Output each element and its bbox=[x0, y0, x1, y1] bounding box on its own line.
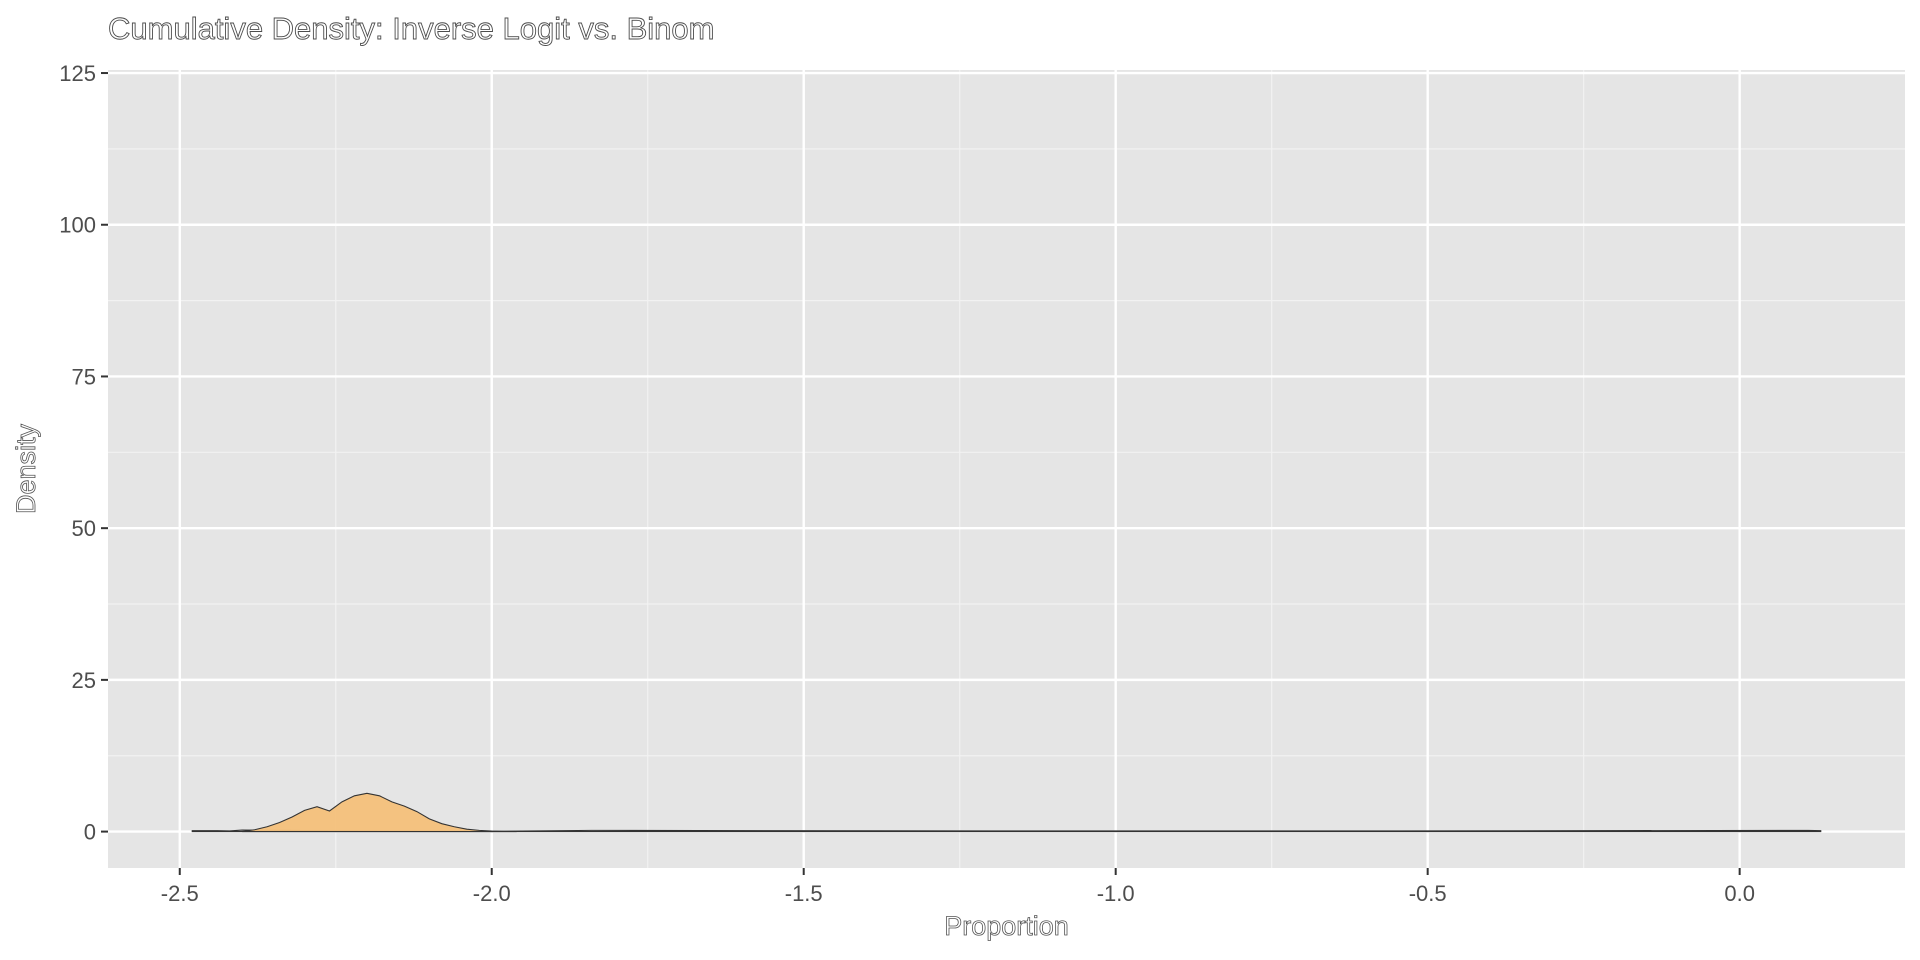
y-tick-label: 100 bbox=[59, 213, 96, 238]
y-axis: 0 25 50 75 100 125 bbox=[59, 61, 108, 845]
x-tick-label: 0.0 bbox=[1724, 881, 1755, 906]
y-tick-label: 125 bbox=[59, 61, 96, 86]
x-tick-label: -1.0 bbox=[1097, 881, 1135, 906]
x-tick-label: -0.5 bbox=[1409, 881, 1447, 906]
x-tick-label: -1.5 bbox=[785, 881, 823, 906]
y-tick-label: 25 bbox=[72, 668, 96, 693]
x-tick-label: -2.5 bbox=[161, 881, 199, 906]
y-axis-title: Density bbox=[11, 423, 41, 514]
density-area-1 bbox=[242, 792, 517, 833]
chart-title: Cumulative Density: Inverse Logit vs. Bi… bbox=[108, 11, 714, 46]
x-axis-title: Proportion bbox=[944, 911, 1069, 941]
plot-panel bbox=[108, 70, 1905, 868]
minor-gridlines bbox=[108, 70, 1905, 868]
y-tick-label: 50 bbox=[72, 516, 96, 541]
x-tick-label: -2.0 bbox=[473, 881, 511, 906]
y-tick-label: 75 bbox=[72, 364, 96, 389]
y-tick-label: 0 bbox=[84, 820, 96, 845]
density-areas bbox=[191, 792, 1822, 833]
x-axis: -2.5 -2.0 -1.5 -1.0 -0.5 0.0 bbox=[161, 868, 1755, 906]
